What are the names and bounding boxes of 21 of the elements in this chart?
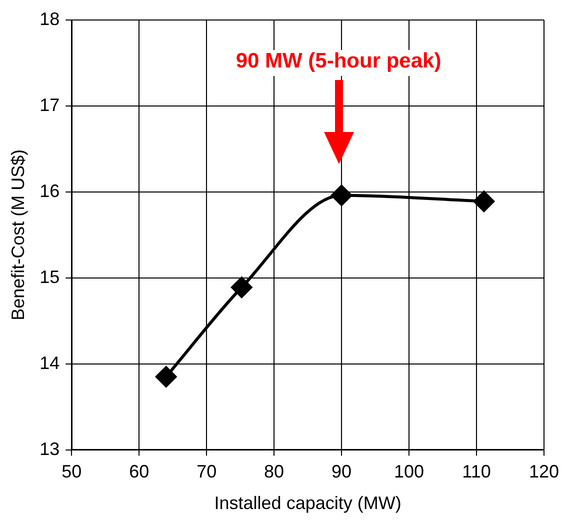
- annotation: 90 MW (5-hour peak): [236, 49, 442, 72]
- x-tick-label: 100: [394, 462, 424, 482]
- y-tick-label: 14: [40, 352, 60, 373]
- x-tick-label: 110: [462, 462, 491, 482]
- y-tick-label: 17: [40, 94, 60, 115]
- y-tick-label: 16: [40, 180, 60, 201]
- point: [156, 366, 177, 388]
- point: [231, 276, 252, 298]
- point: [331, 184, 352, 206]
- x-tick-label: 90: [332, 462, 352, 482]
- x-tick-label: 60: [129, 462, 150, 482]
- x-tick-label: 50: [62, 462, 82, 482]
- y-tick-label: 13: [40, 438, 60, 459]
- x-axis-title: Installed capacity (MW): [214, 493, 402, 514]
- point: [473, 190, 494, 212]
- x-tick-label: 120: [528, 462, 560, 482]
- x-tick-label: 70: [196, 462, 217, 482]
- y-tick-label: 15: [40, 266, 60, 287]
- y-tick-label: 18: [40, 8, 60, 29]
- x-tick-label: 80: [264, 462, 284, 482]
- y-axis-title: Benefit-Cost (M US$): [8, 149, 28, 320]
